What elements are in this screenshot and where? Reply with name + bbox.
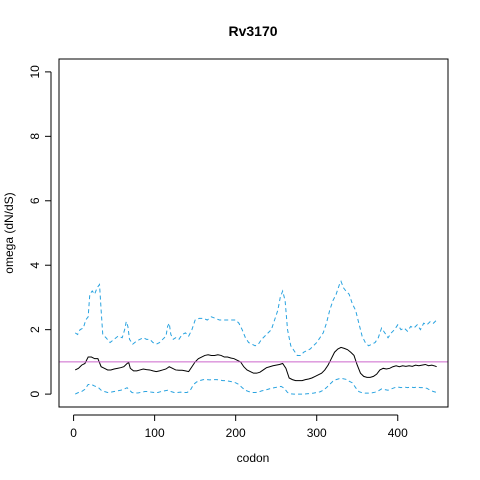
series-line-upper bbox=[74, 280, 438, 356]
series-line-lower bbox=[74, 378, 437, 395]
y-tick-label: 4 bbox=[28, 262, 42, 269]
y-tick-label: 10 bbox=[28, 65, 42, 79]
x-tick-label: 100 bbox=[145, 426, 165, 440]
y-tick-label: 0 bbox=[28, 390, 42, 397]
x-tick-label: 400 bbox=[388, 426, 408, 440]
axis-layer: 0 100 200 300 400 0 2 4 6 8 10 bbox=[28, 65, 408, 440]
series-line-estimate bbox=[74, 346, 437, 382]
y-tick-label: 2 bbox=[28, 326, 42, 333]
x-tick-label: 200 bbox=[226, 426, 246, 440]
y-tick-label: 6 bbox=[28, 197, 42, 204]
y-axis-label: omega (dN/dS) bbox=[2, 192, 16, 273]
chart-title: Rv3170 bbox=[228, 23, 277, 39]
x-tick-label: 0 bbox=[70, 426, 77, 440]
plot-frame bbox=[58, 58, 449, 408]
plot-layer bbox=[59, 280, 448, 395]
y-tick-label: 8 bbox=[28, 133, 42, 140]
x-tick-label: 300 bbox=[307, 426, 327, 440]
x-axis-label: codon bbox=[237, 451, 270, 465]
